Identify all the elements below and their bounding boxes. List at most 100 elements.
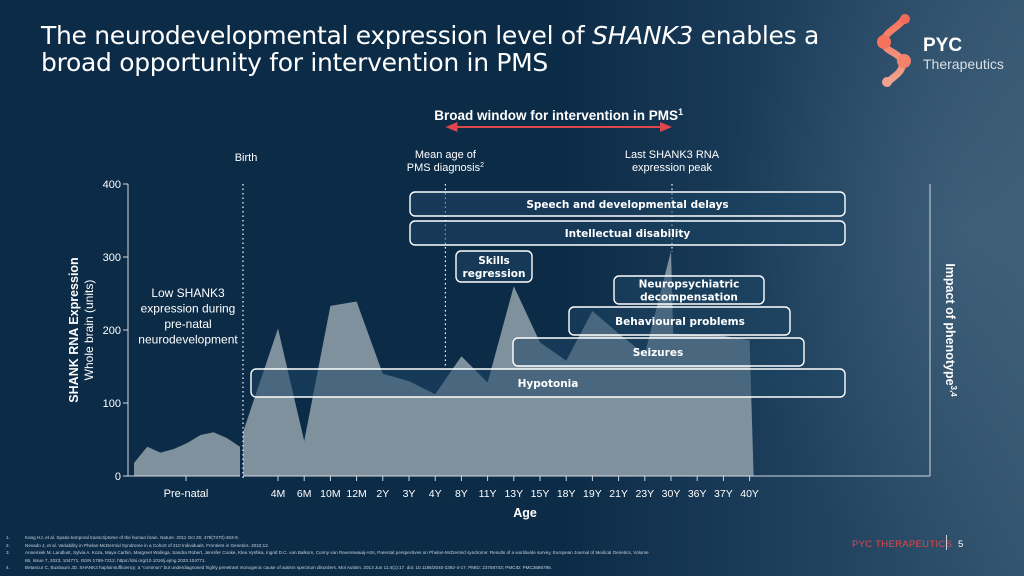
reference-text: Betancur C, Buxbaum JD. SHANK3 haploinsu…: [25, 565, 552, 570]
x-tick-label: 18Y: [557, 488, 576, 500]
phenotype-intellectual-disability: Intellectual disability: [409, 220, 846, 246]
birth-label: Birth: [235, 152, 258, 164]
phenotype-box: [409, 220, 846, 246]
diagnosis-label-text: PMS diagnosis: [407, 162, 481, 174]
x-axis-title: Age: [513, 506, 537, 520]
phenotype-box: [512, 337, 805, 367]
window-title-superscript: 1: [678, 107, 683, 117]
x-tick-label: 40Y: [740, 488, 759, 500]
phenotype-behavioural-problems: Behavioural problems: [568, 306, 791, 336]
x-tick-label: 4Y: [429, 488, 442, 500]
reference-number: 3.: [6, 550, 10, 555]
reference-text: 66, Issue 7, 2023, 104771, ISSN 1769-721…: [25, 557, 206, 563]
x-tick-label: 13Y: [504, 488, 523, 500]
phenotype-label: Seizures: [633, 347, 683, 359]
x-tick-label: 6M: [297, 488, 312, 500]
last-peak-label-line: expression peak: [632, 162, 713, 174]
x-tick-label: 21Y: [609, 488, 628, 500]
x-tick-label: 2Y: [376, 488, 389, 500]
x-tick-label: 15Y: [531, 488, 550, 500]
phenotype-label: Hypotonia: [518, 378, 579, 390]
reference-number: 4.: [6, 565, 10, 570]
reference-text: Kang HJ, et al. Spatio-temporal transcri…: [25, 535, 239, 540]
x-tick-label: 12M: [346, 488, 366, 500]
y-tick-label: 0: [115, 471, 121, 483]
reference-text: Annemiek M. Landlust, Sylvia A. Koza, Ma…: [25, 550, 649, 555]
reference-item: 2. Nevado J, et al. Variability in Phelan…: [6, 542, 649, 550]
window-title-text: Broad window for intervention in PMS: [434, 108, 678, 123]
phenotype-box: [250, 368, 846, 398]
y-tick-label: 200: [103, 325, 121, 337]
logo-name: PYC: [923, 35, 963, 56]
diagnosis-label-line2: PMS diagnosis2: [407, 162, 484, 174]
prenatal-note-line: Low SHANK3: [151, 286, 225, 300]
prenatal-note-line: pre-natal: [164, 317, 211, 331]
reference-item: 4. Betancur C, Buxbaum JD. SHANK3 haploin…: [6, 564, 649, 572]
title-line2: broad opportunity for intervention in PM…: [41, 48, 548, 77]
reference-number: [6, 557, 25, 565]
reference-number: 2.: [6, 542, 10, 548]
phenotype-label: Intellectual disability: [565, 228, 691, 240]
y-tick-label: 100: [103, 398, 121, 410]
reference-number: 1.: [6, 535, 10, 540]
phenotype-seizures: Seizures: [512, 337, 805, 367]
footer-divider: [946, 535, 947, 550]
title-text: The neurodevelopmental expression level …: [41, 21, 593, 50]
phenotype-label: Neuropsychiatric: [639, 279, 740, 291]
phenotype-label: decompensation: [640, 292, 738, 304]
prenatal-note-line: neurodevelopment: [138, 333, 238, 347]
phenotype-label: regression: [463, 268, 526, 280]
logo-subtitle: Therapeutics: [923, 56, 1004, 72]
x-tick-label: 19Y: [583, 488, 602, 500]
x-tick-label-prenatal: Pre-natal: [164, 488, 209, 500]
page-number: 5: [958, 539, 964, 550]
window-arrow-right-head: [660, 122, 672, 132]
phenotype-label: Skills: [478, 255, 510, 267]
prenatal-note-line: expression during: [141, 302, 236, 316]
y-axis-subtitle: Whole brain (units): [82, 280, 96, 381]
x-tick-label: 37Y: [714, 488, 733, 500]
slide-title: The neurodevelopmental expression level …: [41, 22, 819, 76]
phenotype-box: [568, 306, 791, 336]
postnatal-area: [243, 251, 754, 476]
diagnosis-superscript: 2: [480, 162, 484, 169]
title-gene: SHANK3: [592, 21, 693, 50]
right-axis-title: Impact of phenotype3,4: [943, 263, 958, 397]
diagnosis-label-line1: Mean age of: [415, 149, 477, 161]
prenatal-area: [134, 432, 240, 476]
footer-brand: PYC THERAPEUTICS: [852, 539, 953, 550]
phenotype-hypotonia: Hypotonia: [250, 368, 846, 398]
phenotype-label: Behavioural problems: [615, 316, 745, 328]
x-tick-label: 11Y: [479, 488, 497, 500]
x-tick-label: 30Y: [662, 488, 681, 500]
right-axis-superscript: 3,4: [949, 386, 958, 398]
pyc-logo-icon: [877, 14, 911, 87]
x-tick-label: 23Y: [635, 488, 654, 500]
x-tick-label: 3Y: [403, 488, 416, 500]
title-text-end: enables a: [693, 21, 820, 50]
window-arrow-left-head: [445, 122, 458, 132]
background-photo: [724, 0, 1024, 576]
reference-item: 66, Issue 7, 2023, 104771, ISSN 1769-721…: [6, 557, 649, 565]
y-tick-label: 300: [103, 252, 121, 264]
x-tick-label: 36Y: [688, 488, 707, 500]
phenotype-speech-and-developmental-delays: Speech and developmental delays: [409, 191, 846, 217]
phenotype-box: [409, 191, 846, 217]
right-axis-title-text: Impact of phenotype: [943, 263, 957, 385]
reference-text: Nevado J, et al. Variability in Phelan-M…: [25, 542, 270, 548]
phenotype-box: [455, 250, 533, 283]
y-tick-label: 400: [103, 179, 121, 191]
phenotype-label: Speech and developmental delays: [526, 199, 728, 211]
x-tick-label: 8Y: [455, 488, 468, 500]
references: 1. Kang HJ, et al. Spatio-temporal transc…: [6, 534, 649, 572]
reference-item: 1. Kang HJ, et al. Spatio-temporal transc…: [6, 534, 649, 542]
phenotype-box: [613, 275, 765, 305]
x-tick-label: 10M: [320, 488, 340, 500]
reference-item: 3. Annemiek M. Landlust, Sylvia A. Koza, …: [6, 549, 649, 557]
x-tick-label: 4M: [271, 488, 286, 500]
window-title: Broad window for intervention in PMS1: [434, 107, 683, 123]
